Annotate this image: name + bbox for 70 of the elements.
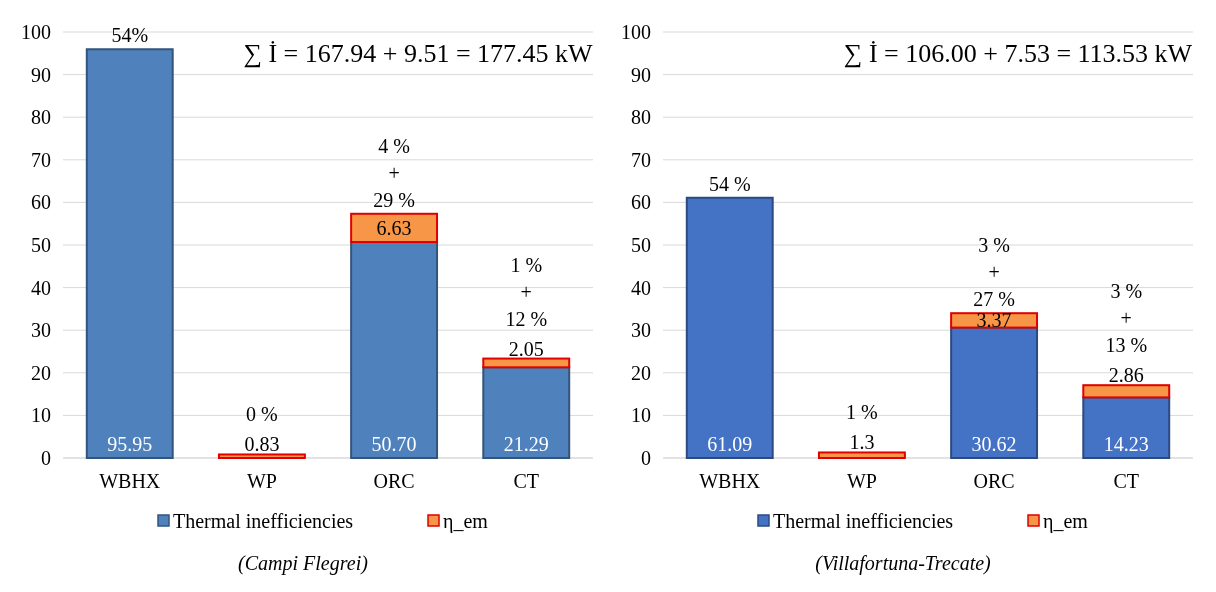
y-tick-label: 60: [631, 191, 651, 214]
legend-label: Thermal inefficiencies: [773, 510, 954, 532]
y-tick-label: 70: [31, 148, 51, 171]
annotation: 1 %: [846, 401, 878, 424]
y-tick-label: 40: [631, 276, 651, 299]
annotation: 3 % + 27 %: [973, 234, 1015, 311]
annotation: 3 % + 13 %: [1105, 280, 1148, 357]
y-tick-label: 10: [31, 404, 51, 427]
y-tick-label: 90: [31, 63, 51, 86]
annotation: 1 % + 12 %: [505, 253, 548, 330]
y-tick-label: 80: [631, 106, 651, 129]
bar: [350, 212, 439, 244]
y-tick-label: 90: [631, 63, 651, 86]
annotation: ∑ İ = 167.94 + 9.51 = 177.45 kW: [243, 39, 594, 68]
y-tick-label: 50: [631, 234, 651, 256]
y-tick-label: 0: [41, 447, 51, 469]
x-tick-label: WBHX: [99, 470, 161, 492]
bar: [482, 366, 571, 459]
bar: [1082, 396, 1171, 459]
data-label: 6.63: [376, 216, 412, 239]
x-tick-label: ORC: [373, 470, 415, 492]
legend-label: Thermal inefficiencies: [173, 510, 354, 532]
annotation: 4 % + 29 %: [373, 134, 415, 211]
annotation: 54%: [111, 24, 149, 47]
y-tick-label: 50: [31, 234, 51, 256]
data-label: 14.23: [1103, 433, 1149, 455]
data-label: 50.70: [371, 433, 417, 455]
bar: [1082, 384, 1171, 399]
y-tick-label: 10: [631, 404, 651, 427]
annotation: 0 %: [246, 403, 278, 426]
bar: [350, 241, 439, 459]
bar: [817, 451, 906, 459]
y-tick-label: 30: [631, 319, 651, 342]
x-tick-label: WP: [846, 470, 877, 492]
x-tick-label: CT: [513, 470, 540, 492]
data-label: 1.3: [849, 431, 875, 454]
annotation: 54 %: [708, 172, 751, 195]
bar: [950, 312, 1039, 329]
y-tick-label: 20: [31, 361, 51, 384]
text: (Villafortuna-Trecate): [815, 552, 992, 575]
y-tick-label: 100: [621, 21, 651, 43]
x-tick-label: CT: [1113, 470, 1140, 492]
text: (Campi Flegrei): [238, 552, 369, 575]
y-tick-label: 80: [31, 106, 51, 129]
legend-label: η_em: [443, 510, 489, 533]
bar: [85, 48, 174, 459]
x-tick-label: WBHX: [699, 470, 761, 492]
y-tick-label: 60: [31, 191, 51, 214]
y-tick-label: 0: [641, 447, 651, 469]
y-tick-label: 100: [21, 21, 51, 43]
y-tick-label: 70: [631, 148, 651, 171]
x-tick-label: ORC: [973, 470, 1015, 492]
bar: [217, 453, 306, 459]
annotation: ∑ İ = 106.00 + 7.53 = 113.53 kW: [843, 39, 1193, 68]
data-label: 30.62: [971, 433, 1017, 455]
y-tick-label: 30: [31, 319, 51, 342]
legend-label: η_em: [1043, 510, 1089, 533]
data-label: 2.86: [1108, 364, 1144, 387]
bar: [482, 357, 571, 369]
data-label: 0.83: [244, 433, 280, 456]
data-label: 3.37: [976, 309, 1012, 332]
data-label: 2.05: [508, 337, 544, 360]
bar: [685, 196, 774, 459]
x-tick-label: WP: [246, 470, 277, 492]
data-label: 61.09: [707, 433, 753, 455]
data-label: 21.29: [503, 433, 549, 455]
y-tick-label: 20: [631, 361, 651, 384]
bar: [950, 326, 1039, 459]
data-label: 95.95: [107, 433, 153, 455]
y-tick-label: 40: [31, 276, 51, 299]
